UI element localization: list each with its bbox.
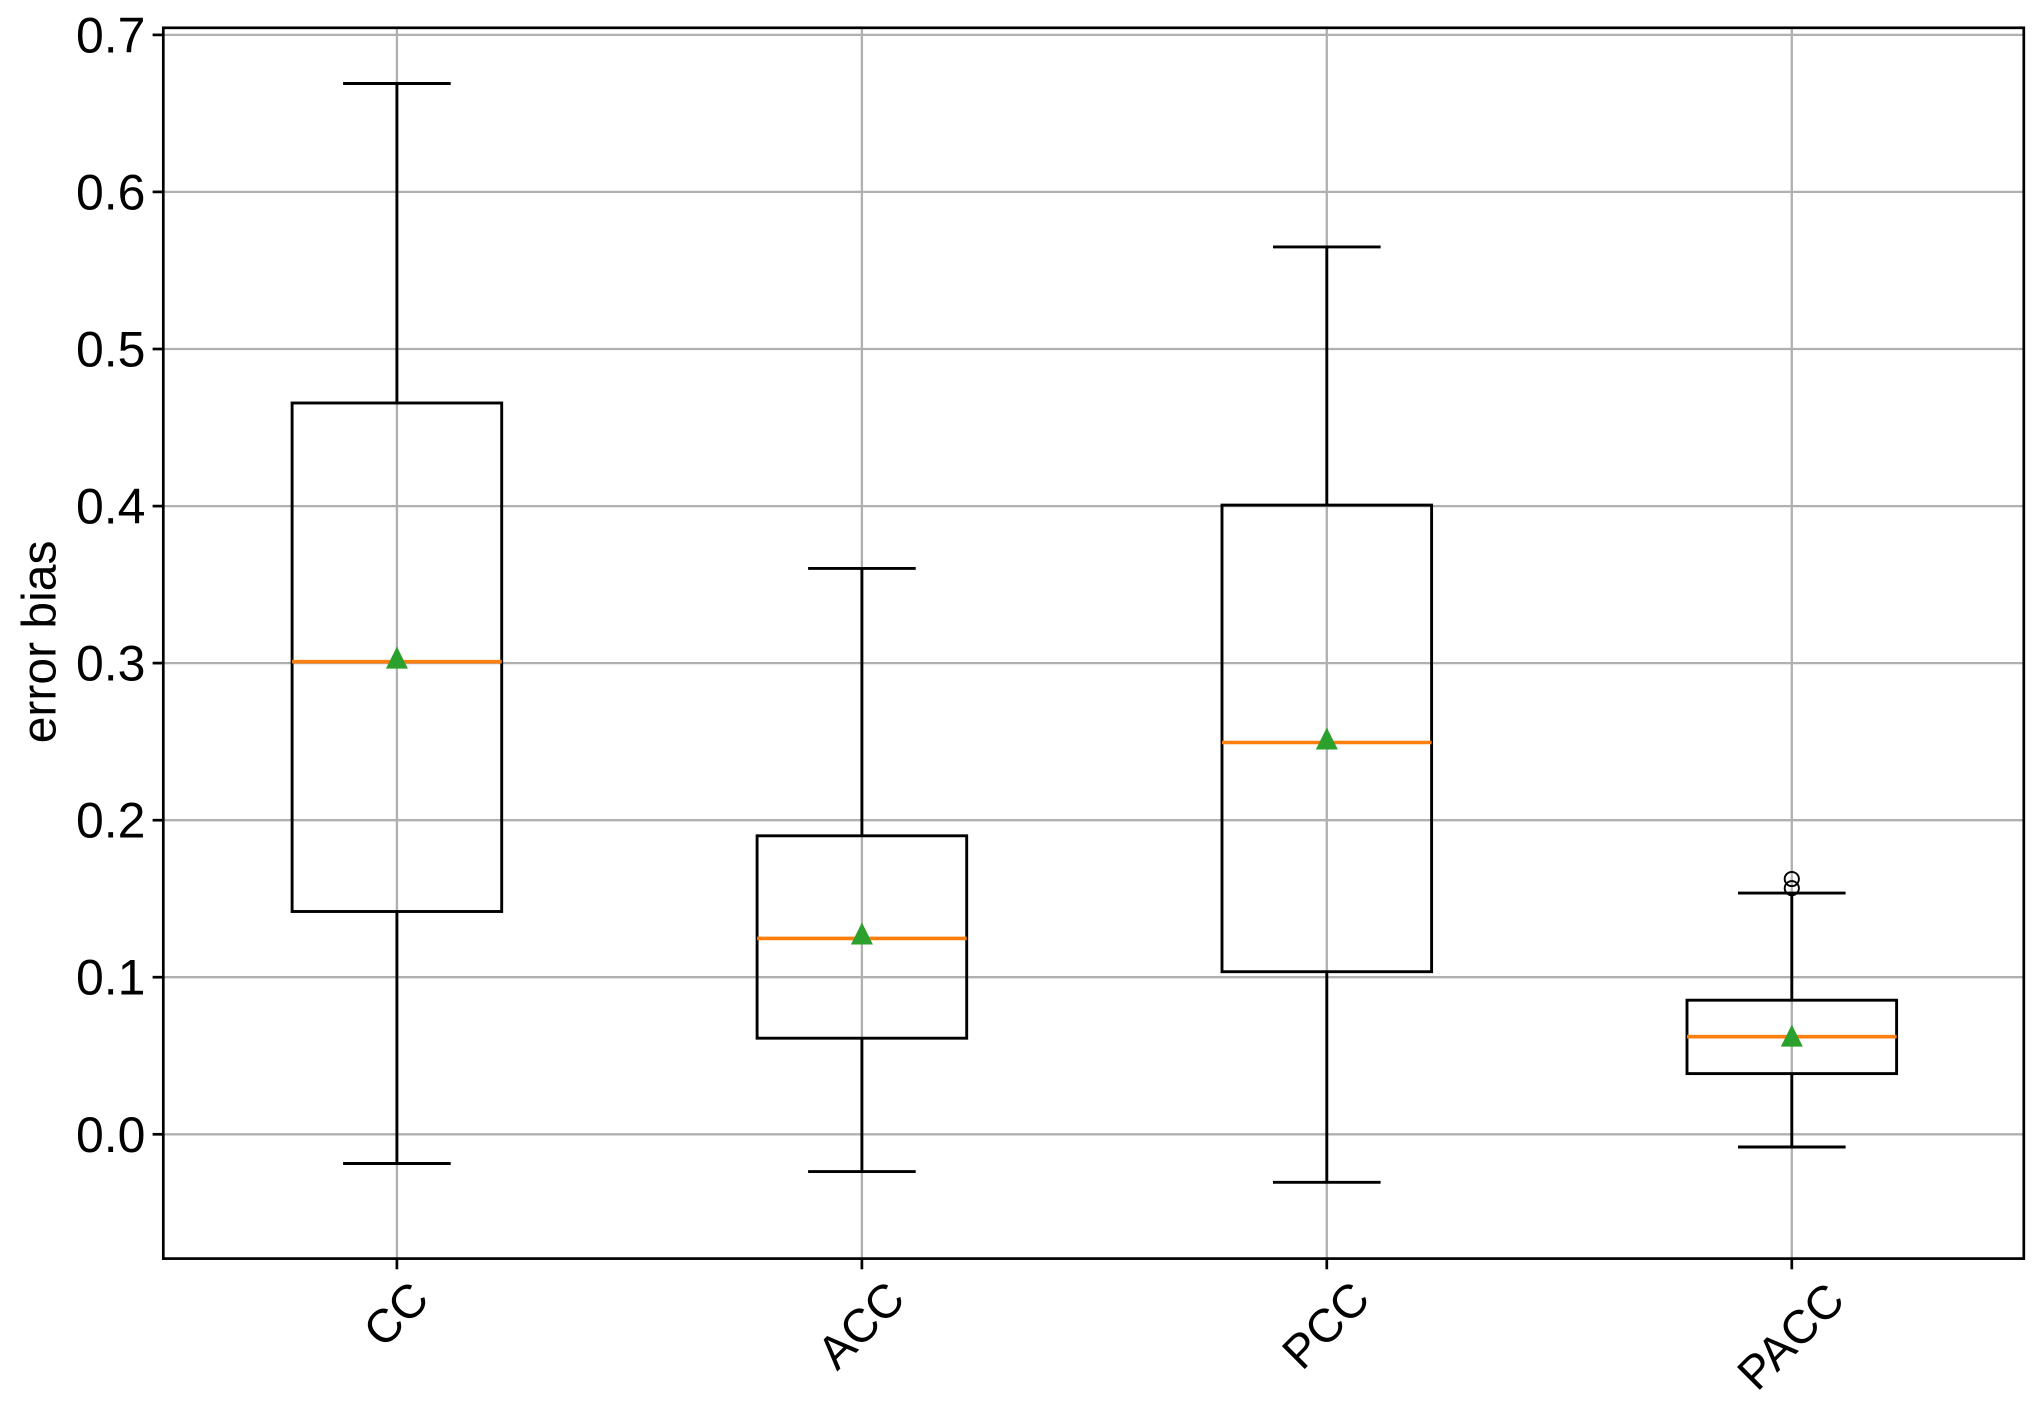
svg-text:0.6: 0.6 xyxy=(76,164,146,220)
svg-text:0.4: 0.4 xyxy=(76,479,146,535)
svg-text:error bias: error bias xyxy=(13,541,66,744)
svg-text:0.3: 0.3 xyxy=(76,636,146,692)
svg-text:0.2: 0.2 xyxy=(76,793,146,849)
svg-text:0.7: 0.7 xyxy=(76,7,146,63)
svg-text:0.1: 0.1 xyxy=(76,950,146,1006)
svg-text:0.0: 0.0 xyxy=(76,1107,146,1163)
svg-text:0.5: 0.5 xyxy=(76,322,146,378)
